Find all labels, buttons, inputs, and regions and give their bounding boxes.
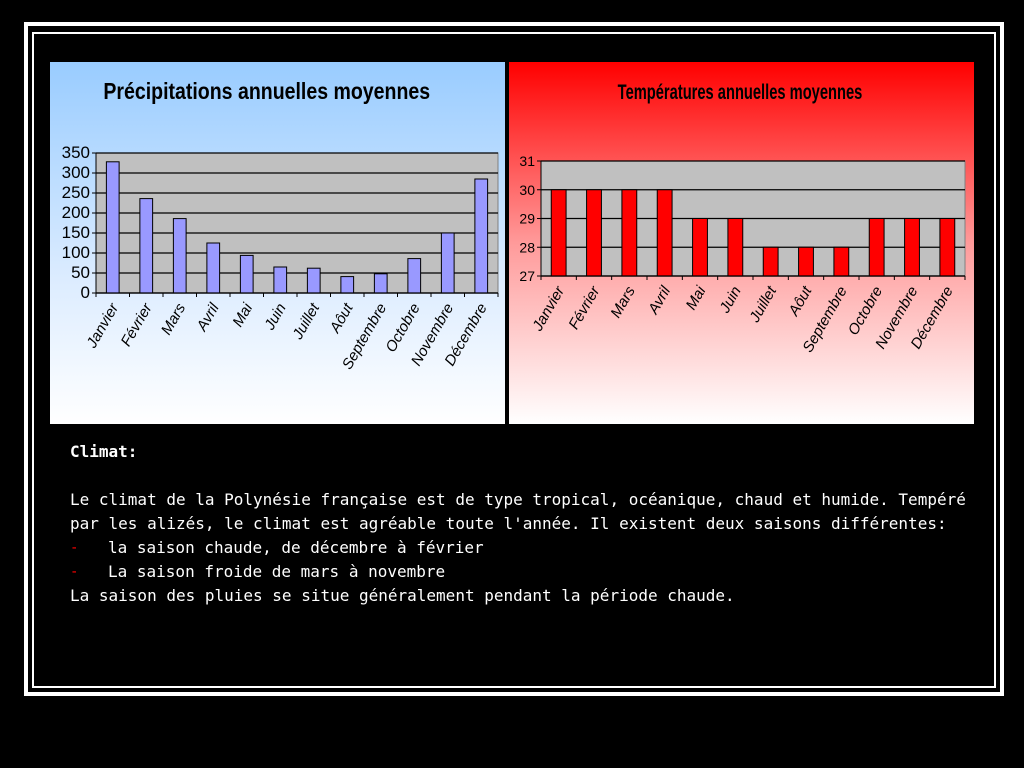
- y-tick-label: 27: [519, 268, 535, 284]
- slide-outer-border: [24, 22, 1004, 696]
- bar-novembre: [440, 232, 455, 294]
- x-tick-label: Aôut: [326, 300, 357, 337]
- bullet-cool-season-text: La saison froide de mars à novembre: [108, 562, 446, 581]
- bar-mars: [172, 218, 187, 294]
- x-tick-label: Février: [118, 300, 157, 350]
- bar-octobre: [868, 218, 885, 277]
- x-tick-label: Juillet: [746, 283, 781, 326]
- y-tick-label: 29: [519, 211, 535, 227]
- bar-janvier: [105, 161, 120, 294]
- y-tick-label: 50: [71, 263, 90, 282]
- x-tick-label: Mars: [607, 283, 639, 321]
- x-tick-label: Février: [565, 283, 604, 333]
- y-tick-label: 200: [62, 203, 90, 222]
- temperature-chart: Températures annuelles moyennes 27 28 29 30 3…: [509, 62, 974, 424]
- bar-avril: [206, 242, 221, 294]
- y-tick-label: 300: [62, 163, 90, 182]
- precipitation-chart-svg: Précipitations annuelles moyennes 0501001…: [62, 79, 499, 373]
- x-tick-label: Janvier: [83, 300, 123, 352]
- bar-décembre: [939, 218, 956, 277]
- bar-juin: [273, 266, 288, 294]
- x-tick-label: Janvier: [529, 283, 569, 335]
- temperature-chart-svg: Températures annuelles moyennes 27 28 29 30 3…: [519, 80, 966, 356]
- bullet-hot-season: - la saison chaude, de décembre à février: [70, 536, 970, 560]
- y-tick-label: 28: [519, 239, 535, 255]
- x-tick-label: Avril: [193, 300, 223, 335]
- y-tick-label: 0: [81, 283, 90, 302]
- bar-février: [586, 189, 602, 277]
- bullet-dash: -: [70, 564, 79, 580]
- bar-septembre: [833, 246, 850, 277]
- bar-aôut: [340, 276, 355, 294]
- precipitation-chart: Précipitations annuelles moyennes 0 50 100 1…: [50, 62, 505, 424]
- x-tick-label: Juin: [261, 301, 290, 334]
- bar-mai: [239, 254, 254, 294]
- y-tick-label: 30: [519, 182, 535, 198]
- x-tick-label: Mars: [158, 300, 190, 338]
- chart-title: Températures annuelles moyennes: [618, 80, 863, 103]
- x-tick-label: Aôut: [785, 283, 816, 320]
- bullet-cool-season: - La saison froide de mars à novembre: [70, 560, 970, 584]
- climate-text: Climat: Le climat de la Polynésie frança…: [70, 440, 970, 608]
- bar-juin: [727, 218, 744, 277]
- bullet-dash: -: [70, 540, 79, 556]
- bar-février: [139, 198, 154, 294]
- bar-novembre: [904, 218, 920, 277]
- climate-closing: La saison des pluies se situe généraleme…: [70, 586, 735, 605]
- bullet-hot-season-text: la saison chaude, de décembre à février: [108, 538, 484, 557]
- x-tick-label: Avril: [644, 283, 674, 318]
- bar-aôut: [798, 246, 814, 277]
- y-tick-label: 150: [62, 223, 90, 242]
- bar-décembre: [474, 178, 489, 294]
- bar-mars: [621, 189, 638, 277]
- y-tick-label: 250: [62, 183, 90, 202]
- chart-title: Précipitations annuelles moyennes: [103, 79, 430, 105]
- plot-area: [95, 152, 499, 294]
- slide-inner-border: [32, 32, 996, 688]
- bar-janvier: [550, 189, 567, 277]
- bar-octobre: [407, 258, 422, 294]
- climate-description: Le climat de la Polynésie française est …: [70, 490, 966, 533]
- bar-juillet: [306, 267, 321, 294]
- x-tick-label: Mai: [683, 283, 710, 313]
- y-tick-label: 100: [62, 243, 90, 262]
- x-tick-label: Juillet: [289, 300, 324, 343]
- climate-heading: Climat:: [70, 442, 138, 461]
- x-tick-label: Juin: [716, 284, 745, 317]
- y-tick-label: 350: [62, 143, 90, 162]
- y-tick-label: 31: [519, 153, 535, 169]
- bar-avril: [656, 189, 673, 277]
- bar-septembre: [373, 273, 388, 294]
- bar-mai: [692, 218, 708, 277]
- bar-juillet: [762, 246, 779, 277]
- x-tick-label: Mai: [229, 300, 256, 330]
